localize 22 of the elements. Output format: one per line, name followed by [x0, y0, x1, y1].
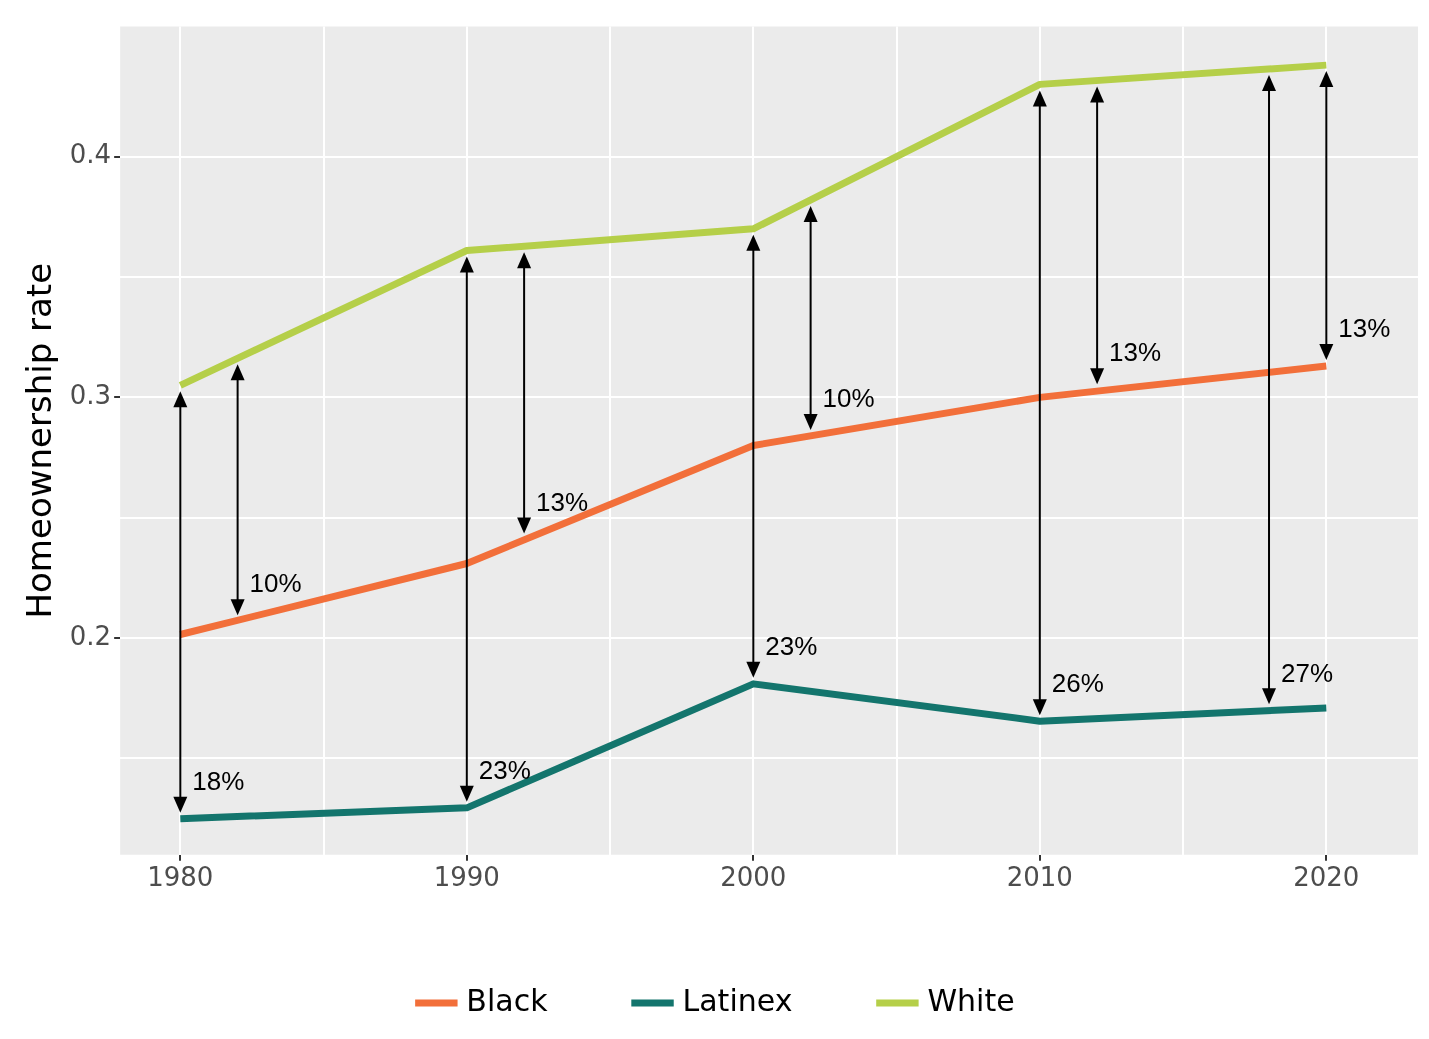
annotation: 13%	[536, 486, 589, 517]
legend-label: Black	[466, 982, 549, 1018]
y-tick-label: 0.4	[69, 139, 112, 170]
annotation: 23%	[478, 755, 531, 786]
x-tick-label: 2020	[1293, 862, 1360, 893]
annotation: 13%	[1338, 313, 1391, 344]
annotation: 26%	[1051, 668, 1104, 699]
annotation: 18%	[192, 765, 245, 796]
x-tick-label: 1980	[147, 862, 214, 893]
x-tick-label: 2010	[1006, 862, 1073, 893]
annotation: 27%	[1281, 657, 1334, 688]
x-tick-label: 2000	[720, 862, 787, 893]
annotation: 10%	[822, 383, 875, 414]
annotation: 23%	[765, 631, 818, 662]
legend-label: Latinex	[682, 982, 793, 1018]
y-tick-label: 0.3	[69, 380, 112, 411]
y-axis-title: Homeownership rate	[19, 262, 60, 619]
legend-label: White	[927, 982, 1015, 1018]
x-tick-label: 1990	[433, 862, 500, 893]
annotation: 13%	[1109, 337, 1162, 368]
annotation: 10%	[249, 568, 302, 599]
y-tick-label: 0.2	[69, 620, 112, 651]
